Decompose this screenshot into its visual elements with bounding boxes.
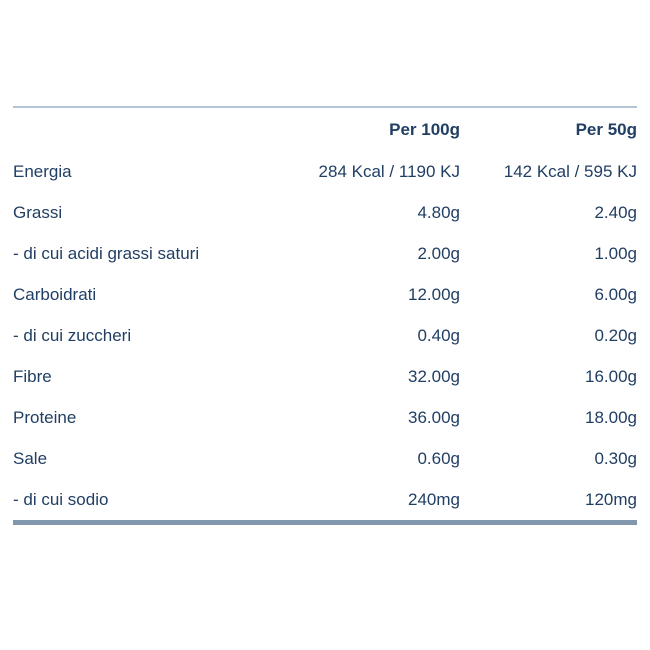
value-per-100g: 32.00g (408, 366, 460, 386)
table-header-row: Per 100g Per 50g (13, 108, 637, 151)
table-row: Energia 284 Kcal / 1190 KJ 142 Kcal / 59… (13, 151, 637, 192)
row-label: Grassi (13, 202, 63, 222)
row-label: - di cui zuccheri (13, 325, 132, 345)
row-label: Energia (13, 161, 72, 181)
row-label: - di cui sodio (13, 489, 109, 509)
value-per-50g: 6.00g (594, 284, 637, 304)
value-per-50g: 1.00g (594, 243, 637, 263)
value-per-100g: 4.80g (417, 202, 460, 222)
table-row: Sale 0.60g 0.30g (13, 438, 637, 479)
value-per-50g: 0.20g (594, 325, 637, 345)
value-per-100g: 2.00g (417, 243, 460, 263)
value-per-100g: 284 Kcal / 1190 KJ (318, 161, 460, 181)
value-per-50g: 18.00g (585, 407, 637, 427)
value-per-50g: 2.40g (594, 202, 637, 222)
row-label: - di cui acidi grassi saturi (13, 243, 200, 263)
column-header-per-50g: Per 50g (575, 119, 637, 139)
nutrition-facts-table: Per 100g Per 50g Energia 284 Kcal / 1190… (13, 106, 637, 525)
value-per-100g: 12.00g (408, 284, 460, 304)
table-row: - di cui zuccheri 0.40g 0.20g (13, 315, 637, 356)
value-per-50g: 0.30g (594, 448, 637, 468)
value-per-100g: 0.60g (417, 448, 460, 468)
value-per-50g: 120mg (585, 489, 637, 509)
row-label: Proteine (13, 407, 77, 427)
table-row: - di cui acidi grassi saturi 2.00g 1.00g (13, 233, 637, 274)
table-row: Carboidrati 12.00g 6.00g (13, 274, 637, 315)
row-label: Carboidrati (13, 284, 97, 304)
value-per-100g: 36.00g (408, 407, 460, 427)
value-per-100g: 240mg (408, 489, 460, 509)
table-row: Fibre 32.00g 16.00g (13, 356, 637, 397)
table-row: Proteine 36.00g 18.00g (13, 397, 637, 438)
row-label: Sale (13, 448, 48, 468)
row-label: Fibre (13, 366, 52, 386)
table-row: - di cui sodio 240mg 120mg (13, 479, 637, 520)
value-per-100g: 0.40g (417, 325, 460, 345)
column-header-per-100g: Per 100g (389, 119, 460, 139)
value-per-50g: 142 Kcal / 595 KJ (503, 161, 637, 181)
value-per-50g: 16.00g (585, 366, 637, 386)
table-row: Grassi 4.80g 2.40g (13, 192, 637, 233)
